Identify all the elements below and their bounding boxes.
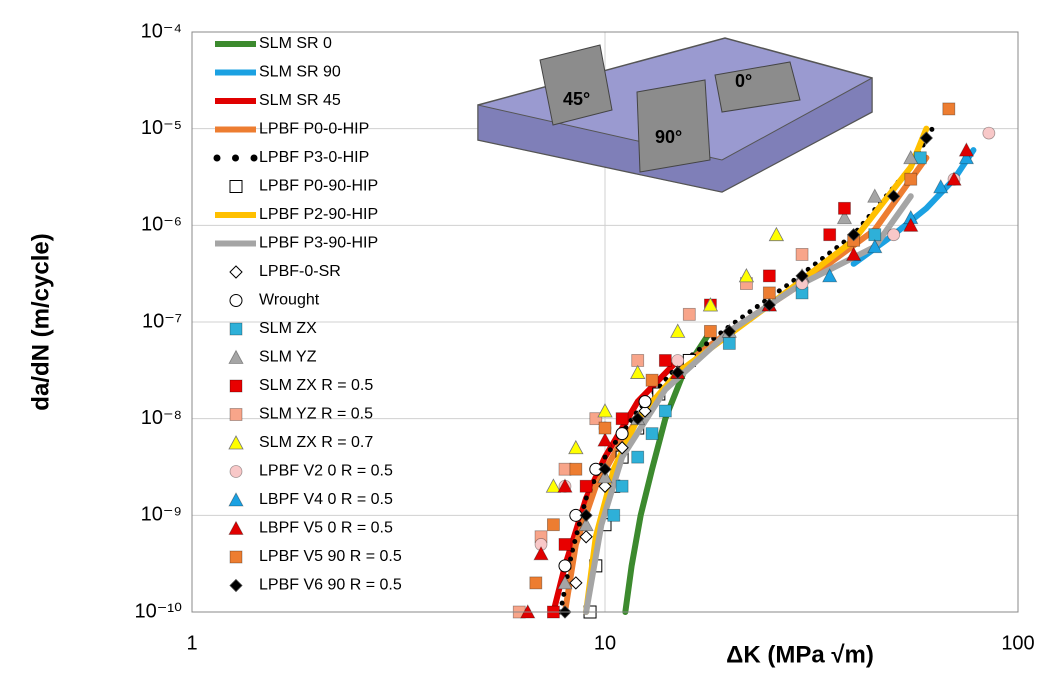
y-tick-label: 10⁻⁶ (141, 214, 182, 236)
legend-swatch (214, 155, 221, 162)
marker (547, 519, 559, 531)
legend-swatch (251, 155, 258, 162)
marker (559, 538, 571, 550)
legend-label: LPBF P0-90-HIP (259, 178, 378, 195)
marker (763, 287, 775, 299)
legend-label: LPBF P0-0-HIP (259, 121, 369, 138)
legend-label: LPBF V5 90 R = 0.5 (259, 548, 402, 565)
marker (632, 451, 644, 463)
inset-label: 45° (563, 89, 590, 109)
marker (763, 270, 775, 282)
x-tick-label: 10 (594, 632, 616, 654)
marker (838, 202, 850, 214)
legend-swatch (230, 380, 242, 392)
legend-label: LPBF P3-0-HIP (259, 149, 369, 166)
marker (580, 480, 592, 492)
marker (683, 308, 695, 320)
legend-swatch (230, 466, 242, 478)
legend-swatch (230, 181, 242, 193)
marker (570, 463, 582, 475)
marker (616, 428, 628, 440)
marker (608, 509, 620, 521)
y-axis-label: da/dN (m/cycle) (27, 233, 54, 410)
marker (632, 354, 644, 366)
y-tick-label: 10⁻⁹ (141, 504, 182, 526)
x-tick-label: 100 (1001, 632, 1034, 654)
marker (599, 422, 611, 434)
legend-swatch (230, 409, 242, 421)
legend-label: SLM SR 0 (259, 35, 332, 52)
marker (559, 463, 571, 475)
x-tick-label: 1 (186, 632, 197, 654)
legend-label: LBPF V4 0 R = 0.5 (259, 491, 393, 508)
legend-label: LPBF-0-SR (259, 263, 341, 280)
marker (659, 405, 671, 417)
x-axis-label: ΔK (MPa √m) (726, 641, 874, 668)
legend-label: LPBF V2 0 R = 0.5 (259, 463, 393, 480)
y-tick-label: 10⁻⁵ (141, 117, 182, 139)
marker (723, 337, 735, 349)
marker (639, 396, 651, 408)
legend-label: LPBF P2-90-HIP (259, 206, 378, 223)
y-tick-label: 10⁻⁷ (142, 310, 182, 332)
legend-label: Wrought (259, 292, 320, 309)
y-tick-label: 10⁻⁸ (141, 407, 182, 429)
marker (824, 229, 836, 241)
legend-label: SLM SR 90 (259, 64, 341, 81)
legend-label: SLM YZ (259, 349, 317, 366)
legend-label: LBPF V5 0 R = 0.5 (259, 520, 393, 537)
marker (646, 428, 658, 440)
legend-label: SLM ZX R = 0.7 (259, 434, 373, 451)
block-45 (540, 45, 612, 125)
legend-label: SLM YZ R = 0.5 (259, 406, 373, 423)
inset-label: 0° (735, 71, 752, 91)
legend-label: SLM SR 45 (259, 92, 341, 109)
marker (659, 354, 671, 366)
marker (530, 577, 542, 589)
inset-label: 90° (655, 127, 682, 147)
marker (672, 354, 684, 366)
marker (559, 560, 571, 572)
legend-swatch (230, 323, 242, 335)
legend-label: LPBF P3-90-HIP (259, 235, 378, 252)
marker (888, 229, 900, 241)
legend-label: SLM ZX R = 0.5 (259, 377, 373, 394)
marker (796, 248, 808, 260)
marker (704, 325, 716, 337)
marker (646, 374, 658, 386)
marker (869, 229, 881, 241)
marker (943, 103, 955, 115)
legend-label: SLM ZX (259, 320, 317, 337)
legend-swatch (232, 155, 239, 162)
marker (983, 127, 995, 139)
marker (616, 413, 628, 425)
y-tick-label: 10⁻⁴ (141, 20, 182, 42)
legend-swatch (230, 551, 242, 563)
marker (905, 173, 917, 185)
y-tick-label: 10⁻¹⁰ (135, 600, 182, 622)
legend-label: LPBF V6 90 R = 0.5 (259, 577, 402, 594)
chart: 45° 90° 0° SLM SR 0 SLM SR 90 SLM SR 45 LPB… (0, 0, 1053, 692)
legend-swatch (230, 295, 242, 307)
marker (616, 480, 628, 492)
